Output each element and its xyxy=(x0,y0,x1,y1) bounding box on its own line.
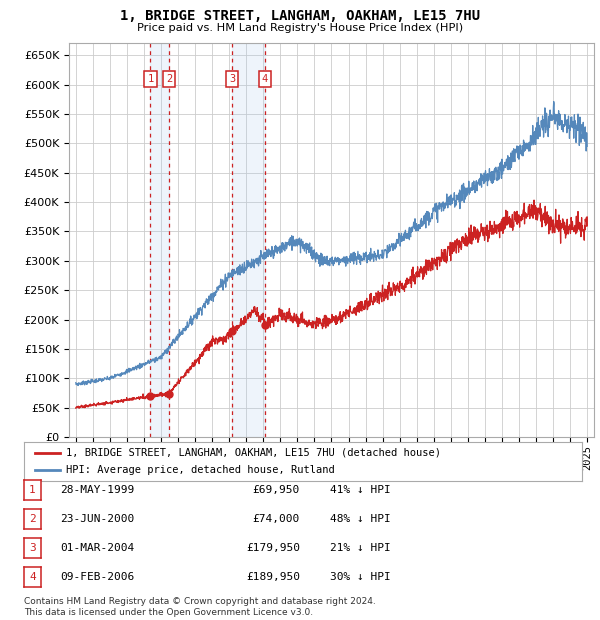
Text: £189,950: £189,950 xyxy=(246,572,300,582)
Text: £74,000: £74,000 xyxy=(253,514,300,524)
Text: 3: 3 xyxy=(229,74,235,84)
Text: 2: 2 xyxy=(166,74,172,84)
Text: Contains HM Land Registry data © Crown copyright and database right 2024.: Contains HM Land Registry data © Crown c… xyxy=(24,597,376,606)
Text: 21% ↓ HPI: 21% ↓ HPI xyxy=(330,543,391,553)
Text: £179,950: £179,950 xyxy=(246,543,300,553)
Text: 4: 4 xyxy=(29,572,36,582)
Text: 23-JUN-2000: 23-JUN-2000 xyxy=(60,514,134,524)
Text: £69,950: £69,950 xyxy=(253,485,300,495)
Text: 1: 1 xyxy=(29,485,36,495)
Text: 41% ↓ HPI: 41% ↓ HPI xyxy=(330,485,391,495)
Text: 1, BRIDGE STREET, LANGHAM, OAKHAM, LE15 7HU: 1, BRIDGE STREET, LANGHAM, OAKHAM, LE15 … xyxy=(120,9,480,24)
Text: 4: 4 xyxy=(262,74,268,84)
Text: 09-FEB-2006: 09-FEB-2006 xyxy=(60,572,134,582)
Bar xyxy=(232,43,265,437)
Bar xyxy=(151,43,169,437)
Text: 30% ↓ HPI: 30% ↓ HPI xyxy=(330,572,391,582)
Text: This data is licensed under the Open Government Licence v3.0.: This data is licensed under the Open Gov… xyxy=(24,608,313,617)
Text: 28-MAY-1999: 28-MAY-1999 xyxy=(60,485,134,495)
Text: Price paid vs. HM Land Registry's House Price Index (HPI): Price paid vs. HM Land Registry's House … xyxy=(137,23,463,33)
Text: 01-MAR-2004: 01-MAR-2004 xyxy=(60,543,134,553)
Text: 2: 2 xyxy=(29,514,36,524)
Text: 1: 1 xyxy=(148,74,154,84)
Text: 3: 3 xyxy=(29,543,36,553)
Text: HPI: Average price, detached house, Rutland: HPI: Average price, detached house, Rutl… xyxy=(66,465,335,475)
Text: 48% ↓ HPI: 48% ↓ HPI xyxy=(330,514,391,524)
Text: 1, BRIDGE STREET, LANGHAM, OAKHAM, LE15 7HU (detached house): 1, BRIDGE STREET, LANGHAM, OAKHAM, LE15 … xyxy=(66,448,441,458)
